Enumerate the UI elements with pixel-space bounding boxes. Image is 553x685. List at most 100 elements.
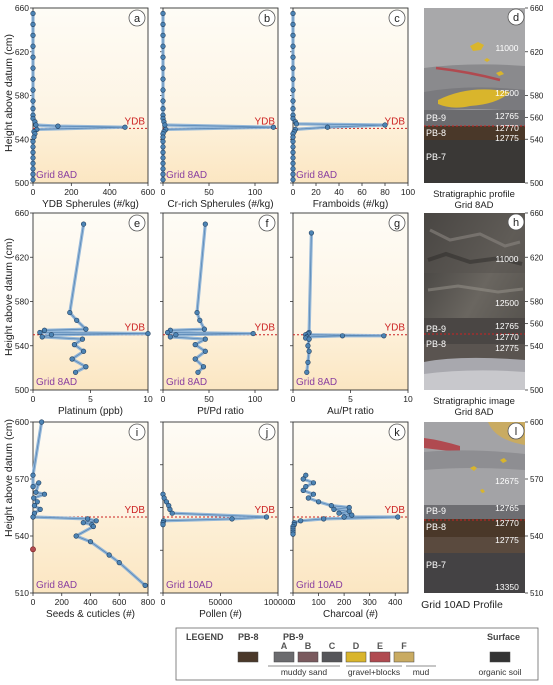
data-point bbox=[202, 336, 208, 342]
stratigraphic-profile-8ad: 11000 12500 12765 12770 12775 PB-9 PB-8 … bbox=[424, 8, 525, 211]
panel-letter-h: h bbox=[513, 217, 519, 229]
data-point bbox=[160, 98, 166, 104]
chart-panel-i: YDB 0 200 400 600 800 Seeds & cuticles (#) 510 5… bbox=[15, 417, 156, 620]
data-point bbox=[304, 369, 310, 375]
profile-tick-label: 540 bbox=[530, 135, 544, 144]
x-tick-label: 5 bbox=[348, 394, 353, 404]
panel-letter-l: l bbox=[515, 426, 517, 438]
data-point bbox=[173, 332, 179, 338]
data-point bbox=[160, 21, 166, 28]
legend-swatch-box bbox=[345, 651, 367, 663]
ydb-label: YDB bbox=[124, 116, 145, 127]
legend-pb8: PB-8 bbox=[238, 632, 259, 642]
data-point bbox=[80, 348, 87, 354]
data-point bbox=[305, 495, 311, 501]
ydb-label: YDB bbox=[124, 505, 145, 516]
data-point bbox=[290, 21, 296, 28]
plot-bg-upper bbox=[33, 422, 148, 517]
panel-letter-circle bbox=[258, 214, 276, 232]
legend-swatch-box bbox=[489, 651, 511, 663]
legend-swatch: C bbox=[321, 641, 343, 663]
plot-bg-lower bbox=[293, 128, 408, 183]
x-tick-label: 5 bbox=[88, 394, 93, 404]
data-point bbox=[69, 356, 75, 362]
data-point bbox=[160, 166, 166, 172]
profile-tick-label: 660 bbox=[530, 209, 544, 218]
data-point bbox=[142, 582, 148, 589]
data-point bbox=[33, 122, 39, 128]
plot-bg-upper bbox=[163, 422, 278, 517]
data-point bbox=[160, 65, 166, 71]
panel-letter-circle bbox=[128, 214, 146, 232]
data-point bbox=[30, 43, 36, 49]
data-point bbox=[30, 76, 36, 82]
grid-label: Grid 8AD bbox=[296, 170, 337, 181]
data-point bbox=[160, 177, 166, 183]
plot-bg-upper bbox=[293, 422, 408, 517]
data-point bbox=[116, 559, 122, 566]
ydb-label: YDB bbox=[254, 505, 275, 516]
legend-swatch-label: E bbox=[377, 641, 383, 651]
ydb-label: YDB bbox=[124, 323, 145, 334]
x-tick-label: 40 bbox=[334, 187, 344, 197]
x-tick-label: 80 bbox=[380, 187, 390, 197]
data-point bbox=[30, 138, 36, 145]
panel-letter-circle bbox=[258, 9, 276, 27]
profile-tick-label: 540 bbox=[530, 532, 544, 541]
profile-tick-label: 560 bbox=[530, 113, 544, 122]
grid-label: Grid 8AD bbox=[36, 580, 77, 591]
data-point bbox=[290, 76, 296, 82]
data-point bbox=[192, 342, 198, 348]
plot-bg-upper bbox=[33, 8, 148, 129]
x-tick-label: 0 bbox=[291, 187, 296, 197]
label-pb9: PB-9 bbox=[426, 113, 446, 123]
x-tick-label: 200 bbox=[55, 597, 69, 607]
data-point bbox=[382, 122, 388, 128]
panel-letter: k bbox=[394, 427, 400, 439]
y-tick-label: 500 bbox=[15, 385, 29, 395]
grid-label: Grid 8AD bbox=[36, 377, 77, 388]
data-point bbox=[165, 329, 171, 336]
data-point bbox=[30, 514, 36, 520]
x-axis-label: YDB Spherules (#/kg) bbox=[42, 199, 139, 210]
data-point bbox=[308, 230, 315, 236]
data-point bbox=[290, 171, 296, 177]
legend-swatch: E bbox=[369, 641, 391, 663]
data-point bbox=[36, 480, 42, 486]
caption-h-line2: Grid 8AD bbox=[454, 407, 493, 418]
x-tick-label: 100000 bbox=[264, 597, 293, 607]
data-point bbox=[290, 166, 296, 172]
data-point bbox=[30, 87, 36, 93]
data-point bbox=[160, 43, 166, 49]
data-point bbox=[290, 98, 296, 104]
label-13350: 13350 bbox=[495, 582, 519, 592]
label-12770-l: 12770 bbox=[495, 518, 519, 528]
x-tick-label: 0 bbox=[31, 597, 36, 607]
series-line-core bbox=[292, 13, 386, 180]
label-12500-h: 12500 bbox=[495, 298, 519, 308]
panel-letter-circle bbox=[128, 9, 146, 27]
data-point bbox=[160, 171, 166, 177]
y-axis-title-row3: Height above datum (cm) bbox=[3, 419, 15, 537]
grid-label: Grid 8AD bbox=[296, 377, 337, 388]
x-tick-label: 400 bbox=[83, 597, 97, 607]
x-tick-label: 50 bbox=[204, 394, 214, 404]
panel-letter: f bbox=[265, 218, 269, 230]
legend-muddy-sand: muddy sand bbox=[281, 667, 328, 677]
data-point bbox=[339, 333, 346, 339]
data-point bbox=[167, 506, 173, 513]
legend-swatch-label: F bbox=[401, 641, 407, 651]
data-point bbox=[290, 531, 296, 537]
data-point bbox=[395, 514, 401, 520]
plot-bg-lower bbox=[33, 334, 148, 390]
data-point bbox=[160, 32, 166, 38]
data-point bbox=[290, 138, 296, 145]
x-tick-label: 400 bbox=[388, 597, 402, 607]
data-point bbox=[270, 124, 277, 130]
data-point bbox=[192, 356, 198, 362]
label-11000-h: 11000 bbox=[495, 254, 518, 264]
data-point bbox=[37, 329, 43, 336]
panel-letter-circle bbox=[388, 214, 406, 232]
panel-letter-circle bbox=[388, 9, 406, 27]
